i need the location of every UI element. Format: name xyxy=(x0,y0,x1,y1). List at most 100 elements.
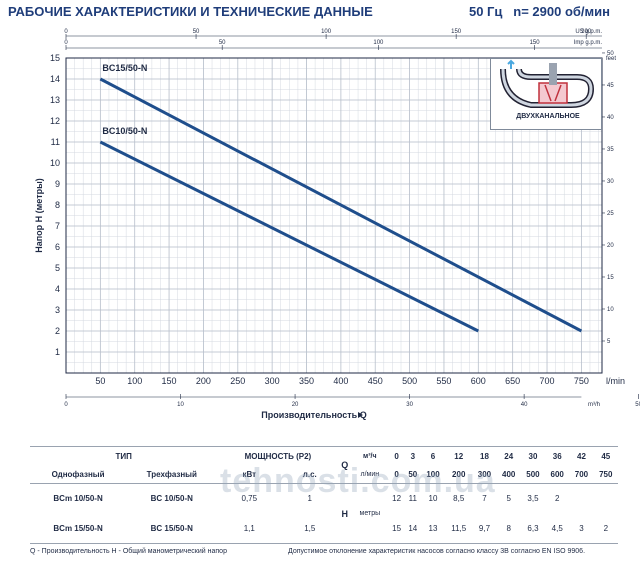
q-m3h-8: 42 xyxy=(577,451,586,461)
us-gpm-tick-label: 50 xyxy=(193,29,200,35)
footer-legend: Q - Производительность H - Общий маномет… xyxy=(30,548,227,555)
m3h-tick-label: 50 xyxy=(635,402,640,408)
feet-tick-label: 35 xyxy=(607,147,614,153)
page-title: РАБОЧИЕ ХАРАКТЕРИСТИКИ И ТЕХНИЧЕСКИЕ ДАН… xyxy=(8,4,373,19)
footer-tolerance: Допустимое отклонение характеристик насо… xyxy=(288,548,586,555)
q-label: Q xyxy=(338,447,351,484)
row1-h-5: 5 xyxy=(506,494,511,504)
feet-tick-label: 15 xyxy=(607,275,614,281)
double-channel-impeller-icon xyxy=(500,59,595,108)
row2-h-3: 11,5 xyxy=(451,523,467,533)
x-unit-imp-gpm: Imp g.p.m. xyxy=(574,40,603,46)
x-tick-label: 250 xyxy=(230,376,245,386)
row1-h-7: 2 xyxy=(554,494,560,504)
row2-h-9: 2 xyxy=(603,523,609,533)
row2-h-2: 13 xyxy=(428,523,438,533)
q-m3h-1: 3 xyxy=(410,451,416,461)
row2-h-7: 4,5 xyxy=(551,523,563,533)
frequency-speed: 50 Гц n= 2900 об/мин xyxy=(469,4,610,19)
us-gpm-tick-label: 200 xyxy=(581,29,592,35)
y-tick-label: 6 xyxy=(55,242,60,252)
feet-tick-label: 40 xyxy=(607,115,614,121)
x-tick-label: 650 xyxy=(505,376,520,386)
y-tick-label: 15 xyxy=(50,53,60,63)
y-tick-label: 2 xyxy=(55,326,60,336)
q-lmin-2: 100 xyxy=(426,469,440,479)
q-m3h-6: 30 xyxy=(528,451,538,461)
m3h-unit: м³/ч xyxy=(363,452,377,460)
x-tick-label: 400 xyxy=(333,376,348,386)
imp-gpm-tick-label: 0 xyxy=(64,40,68,46)
hp-header: л.с. xyxy=(302,469,317,479)
imp-gpm-tick-label: 150 xyxy=(530,40,541,46)
x-tick-label: 50 xyxy=(95,376,105,386)
row1-hp: 1 xyxy=(307,494,312,504)
x-tick-label: 450 xyxy=(368,376,383,386)
y-tick-label: 9 xyxy=(55,179,60,189)
row1-h-1: 11 xyxy=(408,494,417,504)
x-axis-arrow-icon xyxy=(358,412,363,418)
q-symbol: Q xyxy=(341,460,349,470)
x-unit-m3h: m³/h xyxy=(588,402,600,408)
series-label-0: BC15/50-N xyxy=(102,63,147,73)
feet-tick-label: 20 xyxy=(607,243,614,249)
row2-single: BCm 15/50-N xyxy=(53,523,103,533)
y-tick-label: 13 xyxy=(50,95,60,105)
y-tick-label: 11 xyxy=(51,137,60,147)
row1-kw: 0,75 xyxy=(241,494,258,504)
metres-unit: метры xyxy=(359,510,381,517)
q-m3h-3: 12 xyxy=(454,451,464,461)
feet-tick-label: 30 xyxy=(607,179,614,185)
watermark: tehnosti.com.ua xyxy=(220,462,496,500)
x-unit-us-gpm: US g.p.m. xyxy=(575,29,602,35)
row2-h-6: 6,3 xyxy=(527,523,539,533)
q-lmin-0: 0 xyxy=(394,469,399,479)
frequency-label: 50 Гц xyxy=(468,4,503,19)
x-unit-lmin: l/min xyxy=(606,376,625,386)
q-m3h-4: 18 xyxy=(480,451,489,461)
q-lmin-4: 300 xyxy=(477,469,492,479)
q-m3h-5: 24 xyxy=(504,451,514,461)
q-m3h-0: 0 xyxy=(394,451,399,461)
row1-h-6: 3,5 xyxy=(527,494,539,504)
x-tick-label: 300 xyxy=(265,376,280,386)
feet-tick-label: 25 xyxy=(607,211,614,217)
imp-gpm-tick-label: 100 xyxy=(373,40,384,46)
series-line-0 xyxy=(99,77,583,333)
row2-h-1: 14 xyxy=(408,523,418,533)
power-header: МОЩНОСТЬ (P2) xyxy=(244,451,312,461)
impeller-diagram xyxy=(490,58,602,130)
q-m3h-9: 45 xyxy=(601,451,611,461)
kw-header: кВт xyxy=(242,469,257,479)
h-symbol: H xyxy=(341,508,348,519)
row1-single: BCm 10/50-N xyxy=(53,494,103,504)
x-tick-label: 750 xyxy=(574,376,589,386)
feet-tick-label: 45 xyxy=(607,83,614,89)
speed-label: n= 2900 об/мин xyxy=(513,4,610,19)
q-lmin-7: 600 xyxy=(550,469,564,479)
row2-h-0: 15 xyxy=(392,523,402,533)
feet-tick-label: 5 xyxy=(607,339,611,345)
q-lmin-8: 700 xyxy=(574,469,589,479)
y-tick-label: 8 xyxy=(55,200,60,210)
y-unit-feet: feet xyxy=(606,56,616,62)
x-tick-label: 350 xyxy=(299,376,314,386)
y-tick-label: 4 xyxy=(55,284,60,294)
series-line-1 xyxy=(99,140,479,333)
y-tick-label: 12 xyxy=(50,116,60,126)
row2-h-5: 8 xyxy=(506,523,511,533)
row1-h-2: 10 xyxy=(428,494,438,504)
x-tick-label: 500 xyxy=(402,376,417,386)
y-tick-label: 7 xyxy=(55,221,60,231)
q-lmin-6: 500 xyxy=(526,469,540,479)
single-phase-header: Однофазный xyxy=(51,469,105,479)
row1-h-4: 7 xyxy=(482,494,487,504)
three-phase-header: Трехфазный xyxy=(146,469,197,479)
m3h-tick-label: 10 xyxy=(177,402,184,408)
x-axis-label: Производительность Q xyxy=(261,410,366,420)
x-tick-label: 600 xyxy=(471,376,486,386)
y-tick-label: 5 xyxy=(55,263,60,273)
q-lmin-9: 750 xyxy=(599,469,613,479)
q-m3h-2: 6 xyxy=(430,451,436,461)
m3h-tick-label: 0 xyxy=(64,402,68,408)
